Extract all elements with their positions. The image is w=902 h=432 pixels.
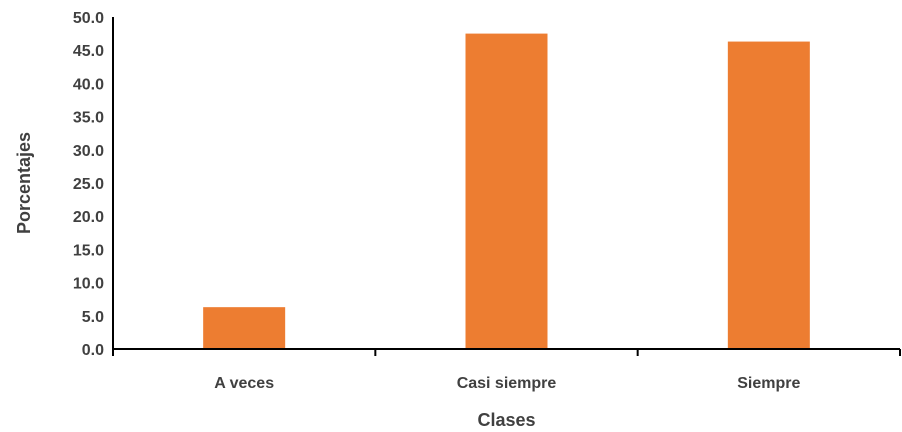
y-tick-label: 40.0	[73, 76, 104, 93]
x-axis-ticks	[112, 349, 901, 356]
y-tick-label: 10.0	[73, 276, 104, 293]
y-tick-label: 0.0	[82, 342, 104, 359]
y-tick-label: 20.0	[73, 209, 104, 226]
x-tick-label: Casi siempre	[457, 375, 557, 392]
bar	[727, 41, 810, 350]
y-tick-label: 5.0	[82, 309, 104, 326]
x-tick-label: A veces	[214, 375, 274, 392]
y-tick-label: 45.0	[73, 43, 104, 60]
x-tick-label: Siempre	[737, 375, 800, 392]
x-axis-title: Clases	[477, 410, 535, 430]
x-axis-labels: A veces Casi siempre Siempre	[214, 375, 800, 392]
y-tick-label: 50.0	[73, 10, 104, 27]
y-tick-label: 15.0	[73, 242, 104, 259]
bars	[203, 33, 810, 350]
y-tick-label: 25.0	[73, 176, 104, 193]
bar	[203, 307, 286, 349]
y-tick-label: 30.0	[73, 143, 104, 160]
bar	[465, 33, 548, 349]
y-axis-title: Porcentajes	[14, 132, 34, 234]
y-tick-label: 35.0	[73, 110, 104, 127]
y-axis-ticks: 0.0 5.0 10.0 15.0 20.0 25.0 30.0 35.0 40.0 45.0 50…	[73, 10, 104, 359]
